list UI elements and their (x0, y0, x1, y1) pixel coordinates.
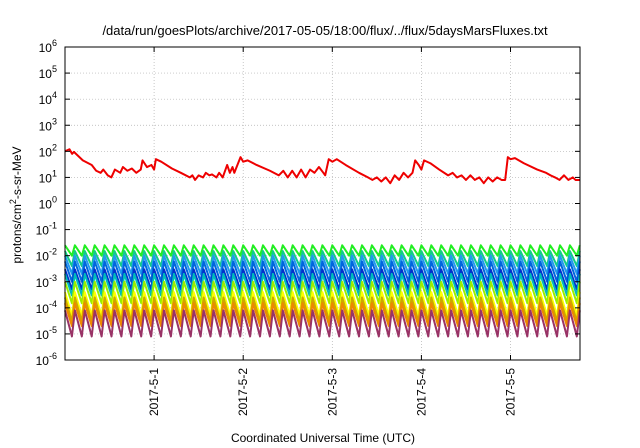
y-tick-exp: -2 (49, 247, 57, 257)
y-tick-exp: 0 (52, 195, 57, 205)
y-tick-label: 101 (39, 168, 57, 185)
x-axis: 2017-5-1 2017-5-2 2017-5-3 2017-5-4 2017-5-5 (147, 47, 518, 416)
y-tick-exp: 6 (52, 38, 57, 48)
y-tick-exp: -4 (49, 299, 57, 309)
y-tick-exp: -3 (49, 273, 57, 283)
y-tick-label: 105 (39, 64, 57, 81)
y-tick-base: 10 (39, 93, 53, 107)
series-line-4 (64, 260, 581, 283)
y-axis-label-post: -s-sr-MeV (10, 146, 24, 199)
y-tick-base: 10 (36, 354, 50, 368)
y-tick-exp: 5 (52, 64, 57, 74)
x-tick-label: 2017-5-3 (325, 368, 339, 416)
series-line-3 (64, 254, 581, 275)
y-tick-exp: 4 (52, 90, 57, 100)
x-tick-label: 2017-5-4 (414, 368, 428, 416)
y-axis-label-sup: 2 (8, 199, 18, 204)
y-tick-exp: 3 (52, 116, 57, 126)
y-tick-exp: -6 (49, 351, 57, 361)
y-tick-label: 100 (39, 195, 57, 212)
y-tick-base: 10 (36, 302, 50, 316)
series-line-7 (64, 280, 581, 305)
y-tick-base: 10 (39, 171, 53, 185)
series-line-10 (64, 302, 581, 328)
y-tick-base: 10 (36, 276, 50, 290)
y-tick-label: 10-5 (36, 325, 57, 342)
series-line-0 (64, 148, 580, 185)
y-tick-exp: 2 (52, 142, 57, 152)
y-tick-base: 10 (36, 250, 50, 264)
series-line-6 (64, 272, 581, 297)
y-tick-exp: -5 (49, 325, 57, 335)
y-tick-label: 103 (39, 116, 57, 133)
y-tick-base: 10 (36, 224, 50, 238)
y-tick-label: 10-3 (36, 273, 57, 290)
y-tick-exp: 1 (52, 168, 57, 178)
y-tick-label: 104 (39, 90, 57, 107)
y-tick-base: 10 (39, 119, 53, 133)
chart-title: /data/run/goesPlots/archive/2017-05-05/1… (102, 23, 548, 38)
series-line-2 (64, 250, 581, 268)
x-tick-label: 2017-5-5 (504, 368, 518, 416)
y-tick-base: 10 (39, 41, 53, 55)
y-axis-label-pre: protons/cm (10, 204, 24, 263)
y-tick-exp: -1 (49, 221, 57, 231)
x-tick-label: 2017-5-2 (236, 368, 250, 416)
y-tick-label: 106 (39, 38, 57, 55)
y-tick-base: 10 (39, 145, 53, 159)
x-tick-label: 2017-5-1 (147, 368, 161, 416)
y-tick-label: 10-4 (36, 299, 57, 316)
y-axis-label: protons/cm2-s-sr-MeV (8, 146, 24, 263)
y-tick-base: 10 (39, 67, 53, 81)
y-tick-label: 102 (39, 142, 57, 159)
series-line-11 (64, 309, 581, 338)
y-tick-base: 10 (39, 198, 53, 212)
y-axis: 10-610-510-410-310-210-11001011021031041… (36, 38, 580, 368)
x-axis-label: Coordinated Universal Time (UTC) (231, 431, 415, 445)
y-tick-label: 10-2 (36, 247, 57, 264)
y-tick-label: 10-1 (36, 221, 57, 238)
y-tick-label: 10-6 (36, 351, 57, 368)
y-tick-base: 10 (36, 328, 50, 342)
series-line-1 (64, 244, 581, 257)
series-layer (64, 148, 581, 338)
